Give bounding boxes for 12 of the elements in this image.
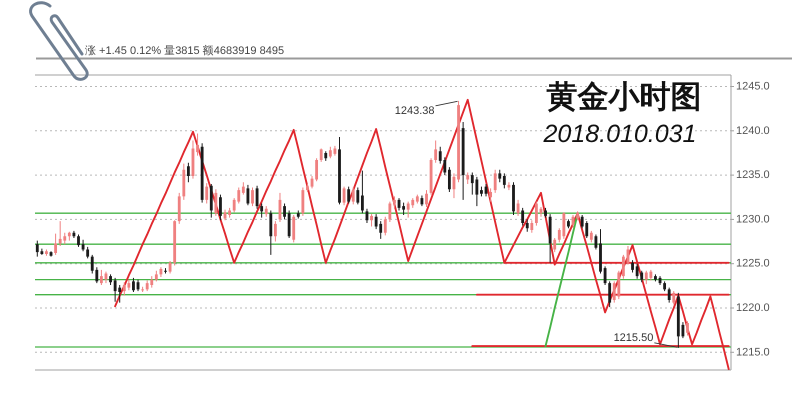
annotation: 1215.50 xyxy=(614,332,654,344)
y-tick-label: 1225.0 xyxy=(736,258,770,270)
chart-title: 黄金小时图 xyxy=(546,79,702,114)
y-tick-label: 1215.0 xyxy=(736,346,770,358)
y-tick-label: 1235.0 xyxy=(736,169,770,182)
y-tick-label: 1240.0 xyxy=(736,124,770,137)
text: 涨 +1.45 0.12% 量3815 额4683919 8495 xyxy=(85,44,284,57)
text: 2018.010.031 xyxy=(542,120,696,148)
y-tick-label: 1220.0 xyxy=(736,302,770,314)
y-tick-label: 1245.0 xyxy=(736,80,770,93)
annotation: 1243.38 xyxy=(394,104,435,117)
y-tick-label: 1230.0 xyxy=(736,213,770,226)
